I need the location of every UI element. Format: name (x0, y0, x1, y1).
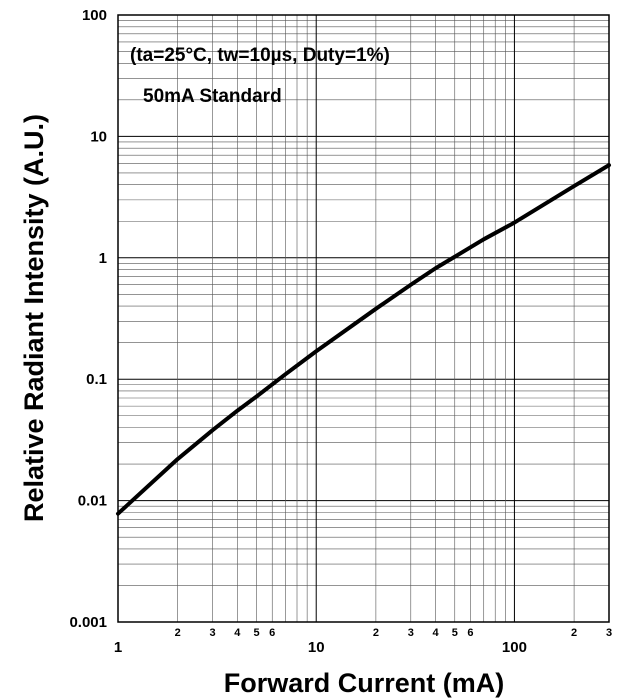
x-minor-tick-label: 2 (373, 627, 379, 639)
y-tick-label: 0.1 (86, 371, 107, 388)
x-tick-label: 100 (502, 639, 527, 656)
y-tick-label: 10 (90, 128, 107, 145)
x-minor-tick-label: 3 (606, 627, 612, 639)
y-tick-label: 1 (99, 250, 107, 267)
x-tick-label: 1 (114, 639, 122, 656)
x-minor-tick-label: 4 (234, 627, 241, 639)
y-tick-label: 0.01 (78, 493, 107, 510)
y-axis-label: Relative Radiant Intensity (A.U.) (19, 114, 49, 522)
x-minor-tick-label: 6 (467, 627, 473, 639)
y-tick-label: 0.001 (69, 614, 107, 631)
x-minor-tick-label: 5 (253, 627, 259, 639)
series-line (116, 163, 611, 516)
plot-frame (117, 14, 610, 623)
x-minor-tick-label: 5 (452, 627, 458, 639)
x-minor-tick-label: 2 (175, 627, 181, 639)
y-tick-label: 100 (82, 7, 107, 24)
x-minor-tick-label: 4 (432, 627, 439, 639)
x-minor-tick-label: 3 (408, 627, 414, 639)
x-minor-tick-label: 6 (269, 627, 275, 639)
series-layer (116, 163, 611, 516)
x-minor-tick-label: 3 (210, 627, 216, 639)
x-tick-label: 10 (308, 639, 325, 656)
condition-annotation: (ta=25°C, tw=10µs, Duty=1%) (130, 45, 390, 66)
x-minor-tick-label: 2 (571, 627, 577, 639)
standard-annotation: 50mA Standard (143, 86, 282, 107)
annotations: (ta=25°C, tw=10µs, Duty=1%) 50mA Standar… (130, 45, 390, 107)
x-axis-label: Forward Current (mA) (224, 668, 505, 698)
